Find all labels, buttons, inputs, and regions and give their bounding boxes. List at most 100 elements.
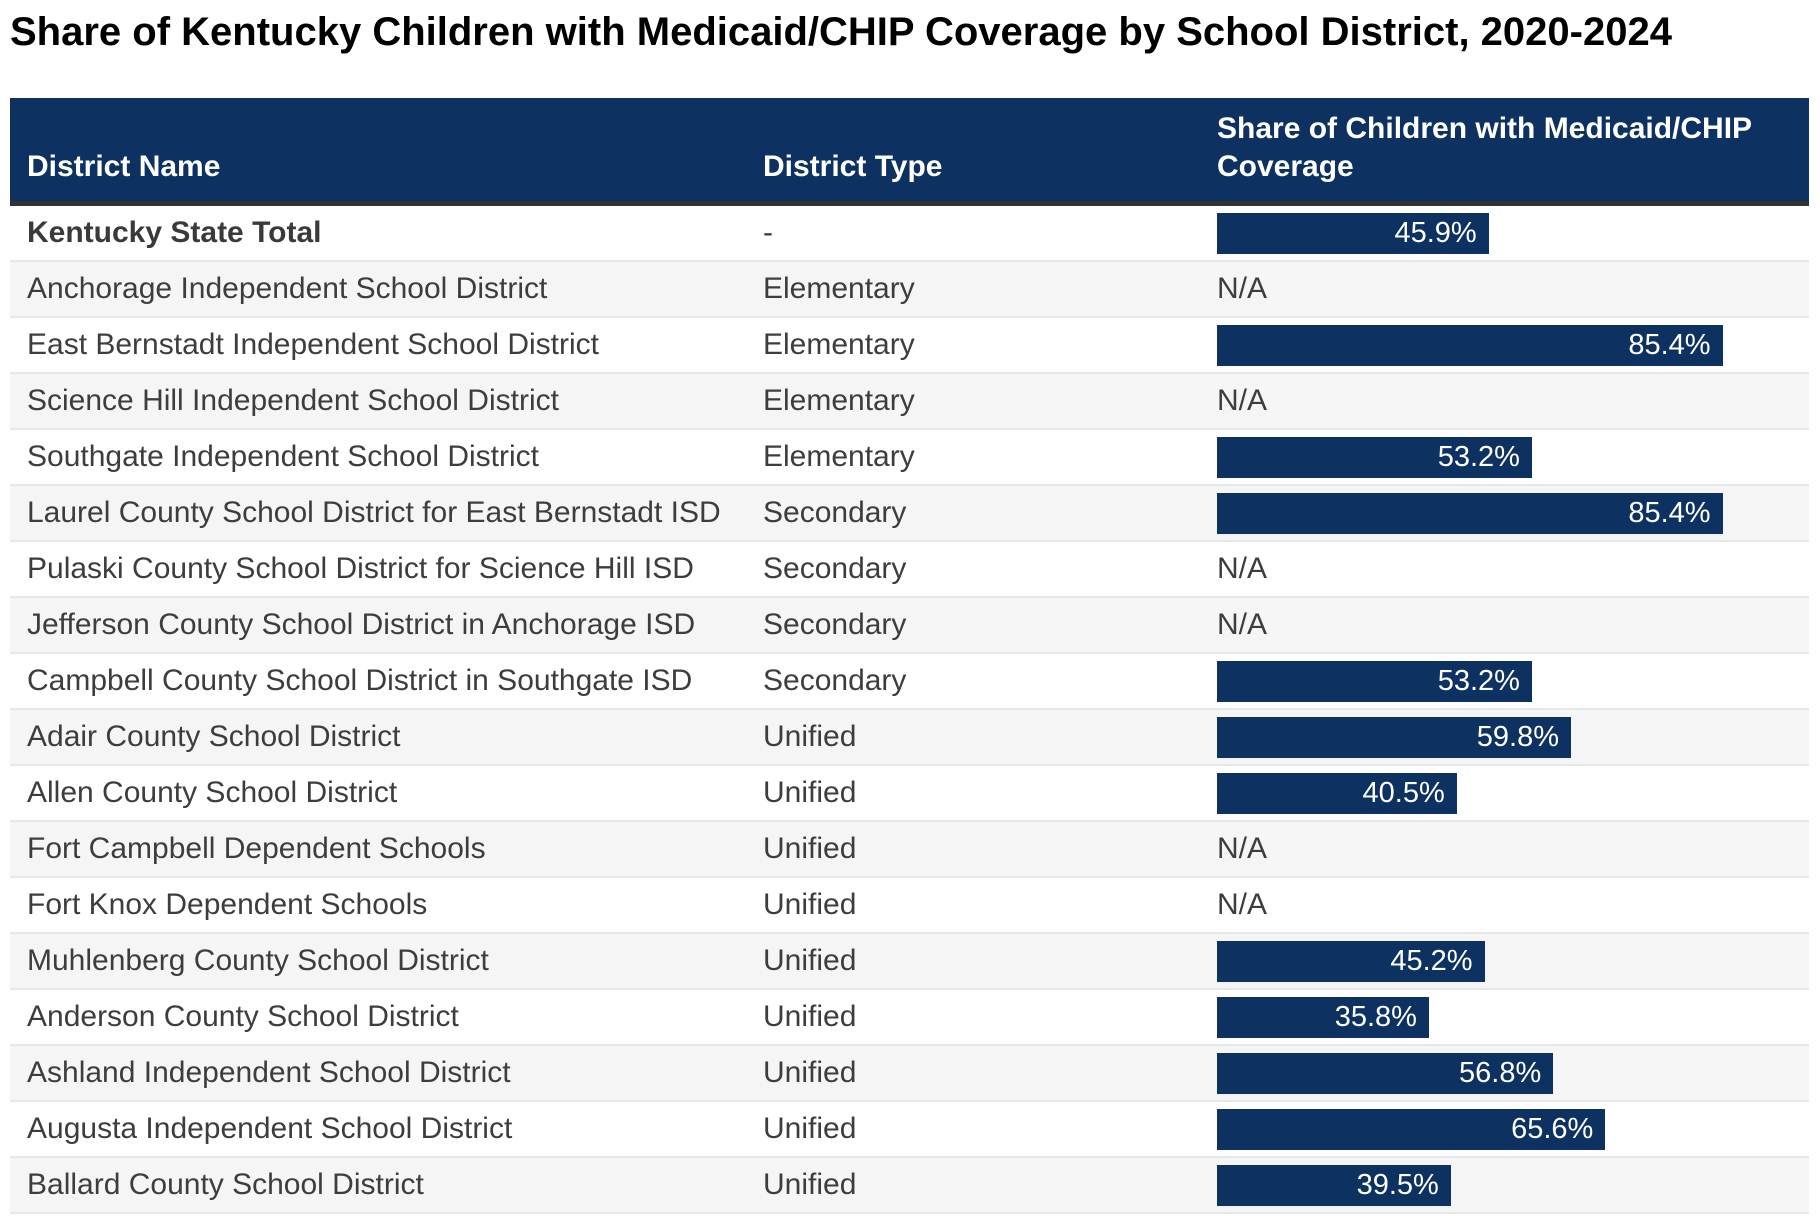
coverage-table: District Name District Type Share of Chi… — [10, 98, 1809, 1214]
coverage-bar-label: 45.9% — [1394, 216, 1477, 249]
coverage-bar: 40.5% — [1217, 772, 1457, 814]
district-name-cell: Science Hill Independent School District — [10, 373, 763, 430]
district-type-cell: Elementary — [763, 373, 1217, 430]
district-type-cell: Unified — [763, 1101, 1217, 1158]
coverage-bar-label: 35.8% — [1334, 1000, 1417, 1033]
district-type-cell: Unified — [763, 821, 1217, 878]
district-type-cell: Unified — [763, 989, 1217, 1046]
coverage-bar-label: 40.5% — [1362, 776, 1445, 809]
district-type-cell: Unified — [763, 709, 1217, 766]
table-row: Southgate Independent School District Ele… — [10, 429, 1809, 486]
table-row: Kentucky State Total - 45.9% — [10, 203, 1809, 262]
coverage-na-value: N/A — [1217, 384, 1268, 417]
district-name-cell: Southgate Independent School District — [10, 429, 763, 486]
coverage-cell: N/A — [1217, 877, 1809, 934]
coverage-bar-label: 45.2% — [1390, 944, 1473, 977]
district-type-cell: Secondary — [763, 597, 1217, 654]
coverage-bar: 65.6% — [1217, 1108, 1606, 1150]
coverage-bar: 45.2% — [1217, 940, 1485, 982]
district-type-cell: Secondary — [763, 485, 1217, 542]
table-row: Science Hill Independent School District… — [10, 373, 1809, 430]
coverage-cell: 65.6% — [1217, 1101, 1809, 1158]
table-row: Fort Knox Dependent Schools Unified N/A — [10, 877, 1809, 934]
district-type-cell: Elementary — [763, 261, 1217, 318]
table-row: Anchorage Independent School District Ele… — [10, 261, 1809, 318]
district-name-cell: Pulaski County School District for Scien… — [10, 541, 763, 598]
district-name-cell: Campbell County School District in South… — [10, 653, 763, 710]
district-name-cell: Anchorage Independent School District — [10, 261, 763, 318]
coverage-bar: 53.2% — [1217, 660, 1532, 702]
district-type-cell: Unified — [763, 765, 1217, 822]
coverage-cell: 45.9% — [1217, 203, 1809, 262]
coverage-cell: N/A — [1217, 821, 1809, 878]
table-row: Laurel County School District for East B… — [10, 485, 1809, 542]
district-name-cell: Allen County School District — [10, 765, 763, 822]
table-row: Adair County School District Unified 59.8% — [10, 709, 1809, 766]
table-row: Ballard County School District Unified 39.… — [10, 1157, 1809, 1214]
district-name-cell: Fort Campbell Dependent Schools — [10, 821, 763, 878]
district-type-cell: Elementary — [763, 317, 1217, 374]
table-body: Kentucky State Total - 45.9% Anchorage Inde… — [10, 203, 1809, 1214]
table-row: Campbell County School District in South… — [10, 653, 1809, 710]
district-type-cell: Unified — [763, 933, 1217, 990]
page-title: Share of Kentucky Children with Medicaid… — [10, 10, 1672, 54]
district-name-cell: Jefferson County School District in Anch… — [10, 597, 763, 654]
table-row: Jefferson County School District in Anch… — [10, 597, 1809, 654]
coverage-cell: 40.5% — [1217, 765, 1809, 822]
table-row: Anderson County School District Unified 35… — [10, 989, 1809, 1046]
coverage-na-value: N/A — [1217, 888, 1268, 921]
column-header-district-type: District Type — [763, 98, 1217, 206]
header-row: District Name District Type Share of Chi… — [10, 98, 1809, 206]
table-row: Fort Campbell Dependent Schools Unified N/… — [10, 821, 1809, 878]
coverage-bar: 85.4% — [1217, 324, 1723, 366]
coverage-bar-label: 85.4% — [1628, 328, 1711, 361]
coverage-na-value: N/A — [1217, 832, 1268, 865]
coverage-cell: 85.4% — [1217, 485, 1809, 542]
coverage-cell: N/A — [1217, 541, 1809, 598]
district-name-cell: Augusta Independent School District — [10, 1101, 763, 1158]
district-name-cell: Ashland Independent School District — [10, 1045, 763, 1102]
district-name-cell: Laurel County School District for East B… — [10, 485, 763, 542]
district-name-cell: Muhlenberg County School District — [10, 933, 763, 990]
district-name-cell: Ballard County School District — [10, 1157, 763, 1214]
table-row: Muhlenberg County School District Unified… — [10, 933, 1809, 990]
coverage-na-value: N/A — [1217, 552, 1268, 585]
coverage-cell: 39.5% — [1217, 1157, 1809, 1214]
coverage-bar-label: 85.4% — [1628, 496, 1711, 529]
coverage-bar: 56.8% — [1217, 1052, 1554, 1094]
district-type-cell: Elementary — [763, 429, 1217, 486]
coverage-na-value: N/A — [1217, 608, 1268, 641]
district-name-cell: Anderson County School District — [10, 989, 763, 1046]
coverage-bar: 85.4% — [1217, 492, 1723, 534]
district-name-cell: Fort Knox Dependent Schools — [10, 877, 763, 934]
district-type-cell: Unified — [763, 1157, 1217, 1214]
coverage-cell: 45.2% — [1217, 933, 1809, 990]
district-type-cell: Secondary — [763, 541, 1217, 598]
district-type-cell: Unified — [763, 877, 1217, 934]
coverage-bar-label: 53.2% — [1437, 440, 1520, 473]
coverage-cell: N/A — [1217, 373, 1809, 430]
coverage-bar-label: 39.5% — [1356, 1168, 1439, 1201]
coverage-bar-label: 56.8% — [1459, 1056, 1542, 1089]
district-name-cell: East Bernstadt Independent School Distri… — [10, 317, 763, 374]
table-row: East Bernstadt Independent School Distri… — [10, 317, 1809, 374]
coverage-cell: N/A — [1217, 597, 1809, 654]
district-type-cell: Secondary — [763, 653, 1217, 710]
coverage-bar-label: 65.6% — [1511, 1112, 1594, 1145]
coverage-bar: 53.2% — [1217, 436, 1532, 478]
coverage-na-value: N/A — [1217, 272, 1268, 305]
coverage-cell: 53.2% — [1217, 653, 1809, 710]
table-row: Ashland Independent School District Unifi… — [10, 1045, 1809, 1102]
coverage-bar: 45.9% — [1217, 212, 1489, 254]
column-header-coverage-share: Share of Children with Medicaid/CHIP Cov… — [1217, 98, 1809, 206]
coverage-cell: N/A — [1217, 261, 1809, 318]
coverage-bar-label: 53.2% — [1437, 664, 1520, 697]
coverage-bar: 59.8% — [1217, 716, 1572, 758]
coverage-bar: 39.5% — [1217, 1164, 1451, 1206]
coverage-cell: 56.8% — [1217, 1045, 1809, 1102]
district-name-cell: Kentucky State Total — [10, 203, 763, 262]
district-type-cell: - — [763, 203, 1217, 262]
coverage-bar: 35.8% — [1217, 996, 1429, 1038]
coverage-cell: 35.8% — [1217, 989, 1809, 1046]
